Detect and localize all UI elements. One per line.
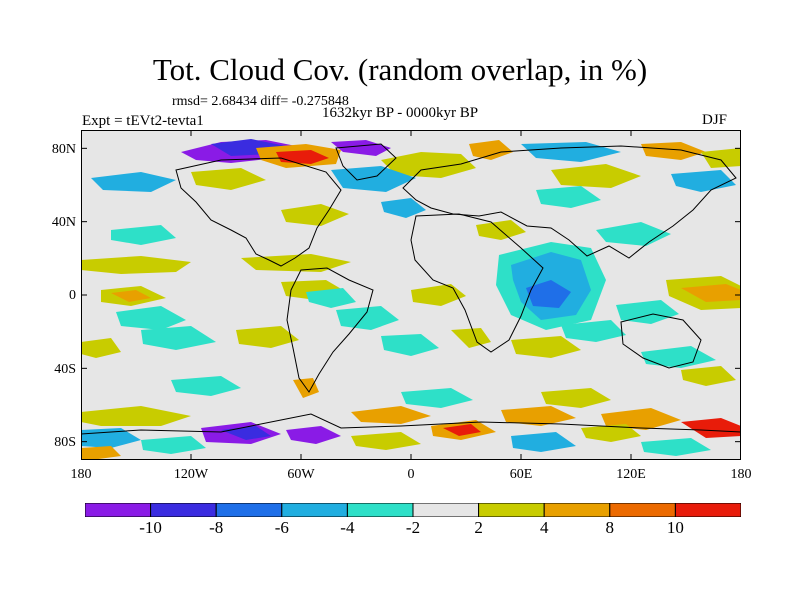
anomaly-patch — [171, 376, 241, 396]
anomaly-patch — [236, 326, 299, 348]
anomaly-patch — [681, 366, 736, 386]
anomaly-patch — [331, 166, 416, 192]
coastline-south-america — [286, 267, 374, 393]
colorbar-swatch — [543, 503, 611, 517]
anomaly-patch — [511, 336, 581, 358]
colorbar-swatch — [150, 503, 217, 517]
anomaly-patch — [286, 426, 341, 444]
map-background — [81, 130, 741, 460]
period-label: 1632kyr BP - 0000kyr BP — [322, 105, 479, 121]
colorbar-label: 10 — [666, 518, 684, 537]
stats-text: rmsd= 2.68434 diff= -0.275848 — [172, 94, 349, 109]
colorbar-swatch — [412, 503, 480, 517]
anomaly-patch — [551, 164, 641, 188]
colorbar-label: -8 — [209, 518, 224, 537]
colorbar-swatch — [478, 503, 545, 517]
anomaly-patch — [81, 406, 191, 426]
lon-label-120w: 120W — [173, 467, 209, 482]
coastlines — [81, 143, 741, 435]
coastline-eurasia — [402, 145, 737, 259]
anomaly-patch — [116, 306, 186, 330]
lon-label-180e: 180 — [730, 467, 752, 482]
anomaly-patch — [616, 300, 679, 324]
season-label: DJF — [702, 112, 728, 128]
anomaly-patch — [111, 290, 151, 302]
colorbar-swatch — [215, 503, 283, 517]
lat-label-80n: 80N — [51, 142, 76, 157]
anomaly-patch — [681, 284, 741, 302]
colorbar-swatch — [346, 503, 414, 517]
lon-label-180w: 180 — [70, 467, 92, 482]
colorbar-labels: -10 -8 -6 -4 -2 2 4 8 10 — [85, 518, 741, 540]
anomaly-patch — [351, 406, 431, 424]
colorbar-label: 2 — [474, 518, 483, 537]
lat-label-40n: 40N — [51, 215, 76, 230]
anomaly-patch — [381, 334, 439, 356]
colorbar-label: 4 — [539, 518, 549, 537]
lat-label-80s: 80S — [54, 435, 76, 450]
anomaly-patch — [641, 142, 706, 160]
anomaly-patch — [91, 172, 176, 192]
anomaly-patch — [561, 320, 626, 342]
anomaly-patch — [81, 256, 191, 274]
lat-label-40s: 40S — [54, 362, 76, 377]
anomaly-patch — [191, 168, 266, 190]
colorbar-swatch — [85, 503, 152, 517]
coastline-australia — [620, 313, 702, 369]
anomaly-patch — [501, 406, 576, 426]
axis-ticks — [81, 130, 741, 460]
anomaly-patch — [681, 418, 741, 438]
coastline-north-america — [175, 157, 342, 267]
anomaly-patch — [443, 424, 481, 436]
lat-label-0: 0 — [69, 288, 76, 303]
lon-label-60e: 60E — [509, 467, 533, 482]
anomaly-patch — [281, 204, 349, 226]
anomaly-patch — [451, 328, 491, 348]
anomaly-patch — [541, 388, 611, 408]
anomaly-patch — [641, 438, 711, 456]
coastline-greenland — [335, 143, 397, 181]
anomaly-patch — [701, 148, 741, 168]
anomaly-patch — [381, 198, 426, 218]
colorbar-label: -6 — [274, 518, 289, 537]
anomaly-patch — [511, 432, 576, 452]
colorbar-label: -10 — [139, 518, 162, 537]
anomaly-patch — [526, 280, 571, 308]
colorbar-label: -2 — [405, 518, 421, 537]
anomaly-patch — [81, 446, 121, 460]
lon-label-120e: 120E — [616, 467, 646, 482]
colorbar-label: -4 — [340, 518, 355, 537]
anomaly-patch — [336, 306, 399, 330]
coastline-africa — [410, 213, 544, 353]
anomaly-patch — [476, 220, 526, 240]
lon-label-0: 0 — [407, 467, 415, 482]
experiment-label: Expt = tEVt2-tevta1 — [82, 113, 204, 129]
anomaly-patch — [581, 424, 641, 442]
anomaly-patch — [111, 225, 176, 245]
anomaly-patch — [81, 338, 121, 358]
anomaly-patch — [141, 326, 216, 350]
colorbar-swatch — [281, 503, 348, 517]
anomaly-map — [81, 130, 741, 460]
anomaly-patch — [401, 388, 473, 408]
anomaly-patch — [241, 254, 351, 272]
anomaly-patch — [411, 284, 466, 306]
anomaly-patch — [381, 152, 476, 178]
colorbar-swatch — [674, 503, 741, 517]
anomaly-patch — [306, 288, 356, 308]
plot-title: Tot. Cloud Cov. (random overlap, in %) — [152, 52, 648, 87]
colorbar-label: 8 — [605, 518, 615, 537]
anomaly-patch — [351, 432, 421, 450]
colorbar-swatch — [609, 503, 676, 517]
colorbar — [85, 503, 741, 517]
anomaly-patch — [469, 140, 513, 160]
lon-label-60w: 60W — [287, 467, 315, 482]
anomaly-patch — [671, 170, 736, 192]
anomaly-patch — [536, 186, 601, 208]
coastline-antarctica — [81, 413, 741, 435]
anomaly-patch — [141, 436, 206, 454]
